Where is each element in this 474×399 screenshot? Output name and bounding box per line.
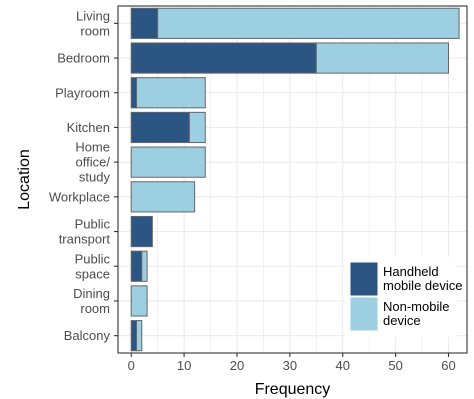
bar-nonmobile (188, 111, 206, 144)
y-tick-label: Dining room (73, 286, 110, 316)
bar-nonmobile (130, 285, 148, 317)
bar-nonmobile (136, 77, 206, 109)
y-tick-label: Home office/study (75, 140, 110, 185)
bar-handheld (130, 320, 138, 352)
x-tick-label: 30 (283, 358, 297, 373)
x-axis-title: Frequency (255, 381, 331, 398)
y-tick-label: Workplace (49, 189, 110, 204)
x-tick-label: 50 (388, 358, 402, 373)
bar-nonmobile (136, 320, 143, 352)
y-tick-label: Playroom (55, 85, 110, 100)
x-tick-label: 20 (230, 358, 244, 373)
legend-key (349, 296, 379, 332)
legend-key (349, 261, 379, 297)
bars (130, 7, 460, 352)
y-tick-label: Kitchen (67, 120, 110, 135)
bar-handheld (130, 215, 153, 248)
bar-nonmobile (315, 42, 449, 74)
bar-nonmobile (157, 7, 460, 39)
bar-handheld (130, 42, 317, 74)
y-tick-label: Bedroom (57, 51, 110, 66)
y-tick-label: Living room (76, 8, 110, 38)
x-tick-label: 40 (336, 358, 350, 373)
x-tick-label: 10 (177, 358, 191, 373)
legend-label: Non-mobile device (383, 299, 449, 328)
bar-handheld (130, 250, 143, 282)
bar-nonmobile (130, 146, 206, 178)
x-tick-label: 60 (441, 358, 455, 373)
y-axis-title: Location (16, 149, 33, 210)
bar-handheld (130, 77, 138, 109)
legend-label: Handheld mobile device (383, 264, 463, 293)
y-tick-label: Public space (75, 251, 111, 281)
x-tick-label: 0 (128, 358, 135, 373)
y-tick-label: Balcony (64, 328, 111, 343)
bar-handheld (130, 111, 190, 144)
panel-border (117, 5, 468, 354)
axis-ticks: 0 10 20 30 40 50 60 Living room Bedroom Playroom Ki… (49, 8, 456, 373)
legend: Handheld mobile device Non-mobile device (345, 257, 463, 337)
bar-nonmobile (141, 250, 148, 282)
bar-handheld (130, 7, 159, 39)
bar-nonmobile (130, 181, 196, 213)
y-tick-label: Public transport (59, 217, 111, 247)
